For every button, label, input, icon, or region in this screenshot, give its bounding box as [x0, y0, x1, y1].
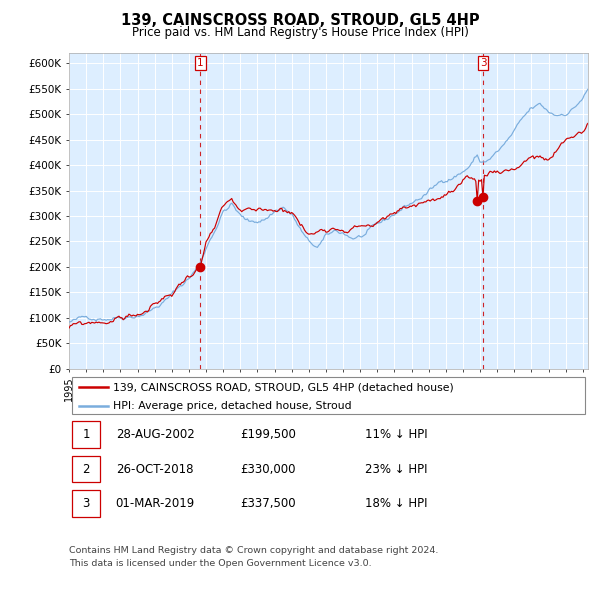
Text: HPI: Average price, detached house, Stroud: HPI: Average price, detached house, Stro… [113, 401, 352, 411]
Text: Price paid vs. HM Land Registry's House Price Index (HPI): Price paid vs. HM Land Registry's House … [131, 26, 469, 39]
Text: 3: 3 [479, 58, 487, 68]
Text: 139, CAINSCROSS ROAD, STROUD, GL5 4HP (detached house): 139, CAINSCROSS ROAD, STROUD, GL5 4HP (d… [113, 382, 454, 392]
Text: This data is licensed under the Open Government Licence v3.0.: This data is licensed under the Open Gov… [69, 559, 371, 568]
Text: 23% ↓ HPI: 23% ↓ HPI [365, 463, 427, 476]
Text: 139, CAINSCROSS ROAD, STROUD, GL5 4HP: 139, CAINSCROSS ROAD, STROUD, GL5 4HP [121, 13, 479, 28]
Text: 01-MAR-2019: 01-MAR-2019 [116, 497, 195, 510]
Text: 1: 1 [197, 58, 203, 68]
Text: 18% ↓ HPI: 18% ↓ HPI [365, 497, 427, 510]
FancyBboxPatch shape [71, 490, 100, 517]
Text: 1: 1 [82, 428, 90, 441]
Text: £330,000: £330,000 [240, 463, 296, 476]
FancyBboxPatch shape [71, 421, 100, 448]
Text: £337,500: £337,500 [240, 497, 296, 510]
Text: £199,500: £199,500 [240, 428, 296, 441]
Text: Contains HM Land Registry data © Crown copyright and database right 2024.: Contains HM Land Registry data © Crown c… [69, 546, 439, 555]
Text: 11% ↓ HPI: 11% ↓ HPI [365, 428, 427, 441]
Text: 3: 3 [82, 497, 90, 510]
FancyBboxPatch shape [71, 378, 586, 414]
Text: 26-OCT-2018: 26-OCT-2018 [116, 463, 193, 476]
Text: 2: 2 [82, 463, 90, 476]
FancyBboxPatch shape [71, 455, 100, 483]
Text: 28-AUG-2002: 28-AUG-2002 [116, 428, 194, 441]
